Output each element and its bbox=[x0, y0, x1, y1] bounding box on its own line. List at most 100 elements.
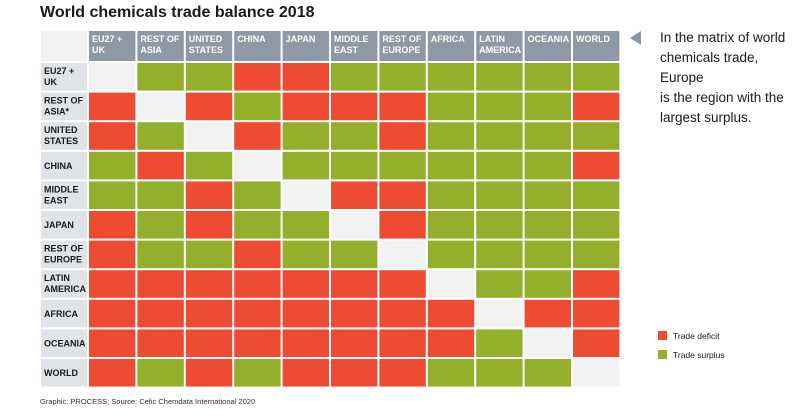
row-header-bg bbox=[41, 329, 87, 357]
matrix-cell-deficit bbox=[234, 270, 281, 298]
matrix-cell-surplus bbox=[282, 151, 329, 180]
matrix-cell-deficit bbox=[234, 299, 281, 328]
matrix-cell-surplus bbox=[524, 211, 571, 239]
matrix-cell-deficit bbox=[185, 270, 233, 298]
matrix-cell-surplus bbox=[234, 359, 281, 387]
legend-label-deficit: Trade deficit bbox=[673, 331, 720, 341]
matrix-cell-none bbox=[89, 63, 136, 91]
source-credit: Graphic: PROCESS; Source: Cefic Chemdata… bbox=[40, 397, 256, 406]
row-header-label: REST OF ASIA* bbox=[44, 96, 84, 117]
matrix-cell-none bbox=[137, 92, 184, 121]
matrix-cell-deficit bbox=[282, 92, 329, 121]
column-header-bg bbox=[427, 31, 475, 61]
row-header-label: AFRICA bbox=[44, 309, 78, 319]
matrix-cell-surplus bbox=[427, 122, 475, 150]
matrix-cell-surplus bbox=[137, 122, 184, 150]
matrix-cell-deficit bbox=[137, 299, 184, 328]
matrix-cell-deficit bbox=[331, 270, 378, 298]
matrix-cell-surplus bbox=[476, 211, 523, 239]
matrix-cell-surplus bbox=[427, 359, 475, 387]
row-header-bg bbox=[41, 63, 87, 91]
row-header-label: EU27 + UK bbox=[44, 66, 74, 87]
legend-item-surplus: Trade surplus bbox=[658, 350, 725, 360]
matrix-cell-deficit bbox=[282, 359, 329, 387]
column-header-label: AFRICA bbox=[431, 34, 465, 44]
row-header-label: JAPAN bbox=[44, 220, 74, 230]
column-header-label: WORLD bbox=[576, 34, 610, 44]
matrix-cell-none bbox=[282, 181, 329, 209]
matrix-cell-deficit bbox=[185, 92, 233, 121]
matrix-cell-deficit bbox=[379, 359, 426, 387]
matrix-cell-deficit bbox=[573, 299, 620, 328]
column-header-bg bbox=[234, 31, 281, 61]
matrix-cell-surplus bbox=[185, 151, 233, 180]
matrix-cell-deficit bbox=[185, 299, 233, 328]
matrix-cell-deficit bbox=[137, 270, 184, 298]
matrix-cell-deficit bbox=[282, 270, 329, 298]
matrix-cell-none bbox=[427, 270, 475, 298]
matrix-cell-deficit bbox=[379, 92, 426, 121]
matrix-cell-surplus bbox=[137, 359, 184, 387]
matrix-cell-deficit bbox=[185, 359, 233, 387]
matrix-cell-deficit bbox=[573, 329, 620, 357]
matrix-cell-deficit bbox=[234, 240, 281, 269]
matrix-cell-deficit bbox=[427, 299, 475, 328]
matrix-cell-deficit bbox=[331, 299, 378, 328]
column-header-bg bbox=[573, 31, 620, 61]
row-header-label: OCEANIA bbox=[44, 338, 86, 348]
matrix-cell-surplus bbox=[379, 63, 426, 91]
matrix-cell-surplus bbox=[476, 181, 523, 209]
row-header-bg bbox=[41, 211, 87, 239]
matrix-cell-deficit bbox=[185, 329, 233, 357]
matrix-cell-deficit bbox=[282, 299, 329, 328]
matrix-cell-deficit bbox=[282, 329, 329, 357]
row-header-label: MIDDLE EAST bbox=[44, 184, 79, 205]
matrix-cell-surplus bbox=[573, 181, 620, 209]
matrix-cell-surplus bbox=[476, 359, 523, 387]
matrix-cell-surplus bbox=[476, 63, 523, 91]
matrix-cell-surplus bbox=[524, 63, 571, 91]
matrix-cell-surplus bbox=[379, 151, 426, 180]
row-header-bg bbox=[41, 151, 87, 180]
legend-swatch-deficit bbox=[658, 331, 667, 340]
matrix-cell-surplus bbox=[331, 151, 378, 180]
matrix-background bbox=[40, 30, 621, 388]
matrix-cell-surplus bbox=[524, 122, 571, 150]
matrix-cell-deficit bbox=[379, 122, 426, 150]
matrix-cell-surplus bbox=[573, 122, 620, 150]
matrix-cell-surplus bbox=[524, 181, 571, 209]
matrix-cell-deficit bbox=[89, 240, 136, 269]
matrix-cell-surplus bbox=[137, 63, 184, 91]
row-header-bg bbox=[41, 299, 87, 328]
column-header-bg bbox=[137, 31, 184, 61]
matrix-cell-deficit bbox=[185, 181, 233, 209]
column-header-label: JAPAN bbox=[286, 34, 316, 44]
column-header-bg bbox=[476, 31, 523, 61]
matrix-cell-surplus bbox=[573, 240, 620, 269]
matrix-cell-deficit bbox=[331, 329, 378, 357]
row-header-bg bbox=[41, 181, 87, 209]
matrix-cell-none bbox=[185, 122, 233, 150]
matrix-cell-deficit bbox=[573, 270, 620, 298]
column-header-bg bbox=[331, 31, 378, 61]
column-header-label: MIDDLE EAST bbox=[334, 34, 369, 55]
matrix-cell-surplus bbox=[427, 181, 475, 209]
matrix-cell-deficit bbox=[234, 63, 281, 91]
column-header-bg bbox=[282, 31, 329, 61]
matrix-cell-surplus bbox=[476, 92, 523, 121]
matrix-cell-deficit bbox=[89, 329, 136, 357]
matrix-cell-surplus bbox=[573, 211, 620, 239]
matrix-cell-deficit bbox=[89, 211, 136, 239]
column-header-label: LATIN AMERICA bbox=[479, 34, 521, 55]
matrix-cell-deficit bbox=[89, 122, 136, 150]
legend-swatch-surplus bbox=[658, 350, 667, 359]
row-header-label: WORLD bbox=[44, 368, 78, 378]
matrix-cell-deficit bbox=[89, 270, 136, 298]
matrix-cell-surplus bbox=[331, 122, 378, 150]
matrix-cell-surplus bbox=[331, 63, 378, 91]
row-header-label: REST OF EUROPE bbox=[44, 244, 84, 265]
matrix-cell-deficit bbox=[524, 299, 571, 328]
matrix-cell-surplus bbox=[331, 240, 378, 269]
column-header-bg bbox=[524, 31, 571, 61]
matrix-cell-deficit bbox=[379, 181, 426, 209]
